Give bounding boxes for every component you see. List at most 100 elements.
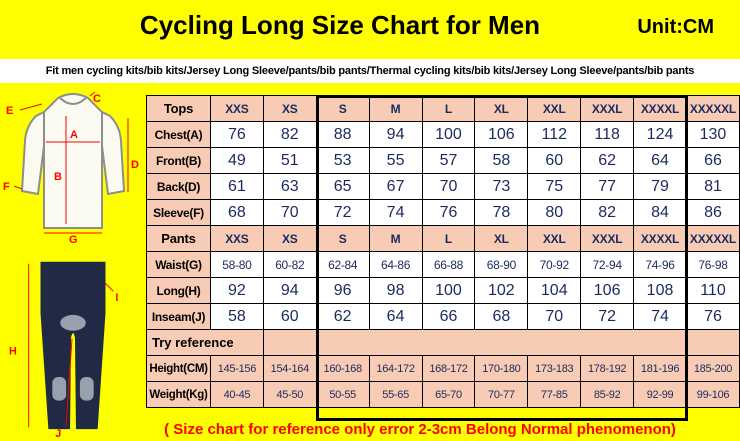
table-cell: 96 (315, 277, 370, 304)
table-cell: 66 (685, 147, 740, 174)
chamois-pad (60, 314, 86, 331)
table-cell: 64-86 (368, 251, 423, 278)
dim-line-i (105, 283, 114, 292)
measure-letter-j: J (55, 428, 61, 440)
table-cell: 58-80 (209, 251, 264, 278)
table-cell: 106 (580, 277, 635, 304)
row-label: Weight(Kg) (146, 381, 211, 408)
table-cell: 112 (527, 121, 582, 148)
table-row: Tops XXS XS S M L XL XXL XXXL XXXXL XXXXXL (146, 95, 740, 122)
table-cell: 92 (209, 277, 264, 304)
dim-line-j (65, 338, 73, 426)
table-cell: 81 (685, 173, 740, 200)
table-cell: 53 (315, 147, 370, 174)
table-cell: 79 (633, 173, 687, 200)
table-cell: 60 (527, 147, 582, 174)
table-cell: 145-156 (209, 355, 264, 382)
page-title: Cycling Long Size Chart for Men (139, 10, 541, 40)
table-cell: XXL (527, 95, 582, 122)
table-cell: 55 (368, 147, 423, 174)
table-cell: 77-85 (527, 381, 582, 408)
table-cell: 65-70 (421, 381, 476, 408)
table-cell: 73 (474, 173, 529, 200)
row-label: Waist(G) (146, 251, 211, 278)
table-cell: 63 (262, 173, 317, 200)
table-cell: XL (474, 95, 529, 122)
table-cell: 108 (633, 277, 687, 304)
table-cell: 99-106 (685, 381, 740, 408)
table-cell: 92-99 (633, 381, 687, 408)
table-cell: 88 (315, 121, 370, 148)
measure-letter-e: E (6, 105, 13, 117)
subtitle-bar: Fit men cycling kits/bib kits/Jersey Lon… (0, 59, 740, 83)
table-cell: 110 (685, 277, 740, 304)
table-cell: XXXXXL (685, 95, 740, 122)
table-cell: 76-98 (685, 251, 740, 278)
footer-note: ( Size chart for reference only error 2-… (164, 421, 676, 438)
jersey-right-sleeve (101, 110, 126, 196)
table-cell: 185-200 (685, 355, 740, 382)
measure-letter-g: G (69, 234, 78, 244)
table-cell: S (315, 225, 370, 252)
table-row: Weight(Kg) 40-45 45-50 50-55 55-65 65-70 70-77… (146, 381, 740, 408)
table-cell: 100 (421, 121, 476, 148)
table-cell: 70 (421, 173, 476, 200)
size-table-body: Tops XXS XS S M L XL XXL XXXL XXXXL XXXXXL Chest(A)… (146, 95, 740, 408)
table-row: Sleeve(F) 68 70 72 74 76 78 80 82 84 86 (146, 199, 740, 226)
table-row: Waist(G) 58-80 60-82 62-84 64-86 66-88 68-90 70… (146, 251, 740, 278)
table-row: Height(CM) 145-156 154-164 160-168 164-172 16… (146, 355, 740, 382)
table-cell: XS (262, 95, 317, 122)
table-cell: 57 (421, 147, 476, 174)
row-label: Long(H) (146, 277, 211, 304)
unit-label: Unit:CM (637, 16, 714, 38)
knee-pad-right (79, 376, 94, 401)
table-cell: 178-192 (580, 355, 635, 382)
row-label: Try reference (146, 329, 264, 356)
table-cell: 74 (633, 303, 687, 330)
table-cell: M (368, 95, 423, 122)
table-cell: 124 (633, 121, 687, 148)
table-row: Long(H) 92 94 96 98 100 102 104 106 108 110 (146, 277, 740, 304)
table-cell: 68-90 (474, 251, 529, 278)
table-cell: 100 (421, 277, 476, 304)
table-cell: 68 (474, 303, 529, 330)
row-label: Height(CM) (146, 355, 211, 382)
table-cell: 164-172 (368, 355, 423, 382)
table-cell: S (315, 95, 370, 122)
table-cell: 85-92 (580, 381, 635, 408)
measure-letter-h: H (9, 345, 17, 357)
measure-letter-c: C (93, 93, 101, 105)
measure-letter-d: D (131, 159, 139, 171)
table-cell: 58 (474, 147, 529, 174)
table-row: Front(B) 49 51 53 55 57 58 60 62 64 66 (146, 147, 740, 174)
table-cell: 76 (421, 199, 476, 226)
jersey-body (43, 93, 103, 229)
table-cell: 76 (209, 121, 264, 148)
table-cell: M (368, 225, 423, 252)
table-cell: L (421, 95, 476, 122)
table-cell: XXXXL (633, 225, 687, 252)
table-cell: 78 (474, 199, 529, 226)
knee-pad-left (52, 376, 67, 401)
table-cell: 168-172 (421, 355, 476, 382)
measure-letter-f: F (3, 181, 10, 193)
table-cell: 62-84 (315, 251, 370, 278)
table-cell: 74-96 (633, 251, 687, 278)
table-cell: 66-88 (421, 251, 476, 278)
table-cell: 62 (315, 303, 370, 330)
table-cell: XXXXL (633, 95, 687, 122)
row-label: Chest(A) (146, 121, 211, 148)
row-label: Tops (146, 95, 211, 122)
table-cell: XXL (527, 225, 582, 252)
row-label: Back(D) (146, 173, 211, 200)
table-row: Chest(A) 76 82 88 94 100 106 112 118 124 130 (146, 121, 740, 148)
table-cell: XXXL (580, 225, 635, 252)
table-cell: 49 (209, 147, 264, 174)
table-cell: 67 (368, 173, 423, 200)
table-cell: 70 (527, 303, 582, 330)
table-cell: 45-50 (262, 381, 317, 408)
table-cell: 64 (368, 303, 423, 330)
table-cell: 55-65 (368, 381, 423, 408)
measure-letter-i: I (115, 292, 118, 304)
